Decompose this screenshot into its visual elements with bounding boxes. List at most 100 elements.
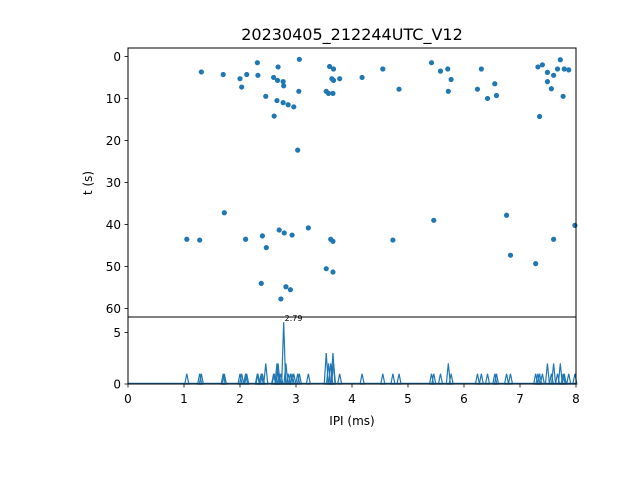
scatter-point xyxy=(280,79,286,85)
scatter-point xyxy=(295,147,301,153)
y-axis-label: t (s) xyxy=(81,171,95,195)
histogram-spike xyxy=(539,373,546,385)
scatter-point xyxy=(390,237,396,243)
scatter-point xyxy=(327,63,333,70)
x-tick-label: 7 xyxy=(516,392,524,406)
scatter-point xyxy=(220,71,226,78)
histogram-spike xyxy=(478,373,485,385)
scatter-point xyxy=(276,227,282,233)
scatter-point xyxy=(263,93,269,99)
scatter-point xyxy=(289,232,295,238)
scatter-point xyxy=(560,93,566,99)
histogram-spike xyxy=(507,373,514,385)
y-tick-label: 20 xyxy=(106,134,121,148)
scatter-point xyxy=(239,84,245,90)
scatter-point xyxy=(478,66,484,72)
scatter-point xyxy=(330,269,336,275)
scatter-point xyxy=(291,104,297,110)
x-tick-label: 0 xyxy=(124,392,132,406)
scatter-point xyxy=(448,76,454,83)
scatter-point xyxy=(323,266,329,272)
y-axis-ticks: 0 10 20 30 40 50 60 xyxy=(106,50,128,316)
y-tick-label: 30 xyxy=(106,176,121,190)
x-tick-label: 6 xyxy=(460,392,468,406)
histogram-axis-ticks: 0 1 2 3 4 5 6 7 8 0 5 xyxy=(113,326,579,406)
scatter-point xyxy=(493,92,500,99)
histogram-spike xyxy=(474,373,481,385)
x-tick-label: 4 xyxy=(348,392,356,406)
y-tick-label: 0 xyxy=(113,50,121,64)
scatter-point xyxy=(278,296,284,302)
scatter-point xyxy=(271,113,277,119)
scatter-point xyxy=(330,66,337,72)
scatter-point xyxy=(281,230,287,236)
scatter-point xyxy=(533,261,539,267)
scatter-point xyxy=(537,113,543,120)
x-tick-label: 5 xyxy=(404,392,412,406)
scatter-point xyxy=(548,86,554,92)
scatter-point xyxy=(330,77,337,83)
peak-annotation: 2.79 xyxy=(285,314,303,323)
scatter-point xyxy=(557,57,563,63)
histogram-spike xyxy=(503,373,510,385)
chart-title: 20230405_212244UTC_V12 xyxy=(241,25,463,45)
scatter-point xyxy=(281,83,287,89)
x-tick-label: 1 xyxy=(180,392,188,406)
scatter-point xyxy=(544,69,551,75)
x-tick-label: 2 xyxy=(236,392,244,406)
y-tick-label: 0 xyxy=(113,378,121,392)
scatter-point xyxy=(237,76,243,82)
scatter-point xyxy=(474,86,481,92)
scatter-point xyxy=(380,66,386,72)
scatter-point xyxy=(285,102,291,108)
scatter-points xyxy=(184,56,578,302)
scatter-point xyxy=(566,67,572,73)
scatter-point xyxy=(296,56,302,62)
y-tick-label: 50 xyxy=(106,260,121,274)
scatter-point xyxy=(197,237,203,243)
scatter-point xyxy=(445,66,451,72)
x-axis-label: IPI (ms) xyxy=(329,414,374,428)
y-tick-label: 40 xyxy=(106,218,121,232)
histogram-spike xyxy=(305,373,312,385)
scatter-point xyxy=(255,72,261,78)
scatter-point xyxy=(507,252,514,258)
x-tick-label: 3 xyxy=(292,392,300,406)
histogram-spike xyxy=(184,373,190,385)
histogram-spikes xyxy=(128,322,578,385)
scatter-point xyxy=(287,287,293,293)
histogram-spike xyxy=(437,373,444,385)
scatter-point xyxy=(503,212,510,218)
histogram-spike xyxy=(359,373,365,385)
scatter-point xyxy=(445,88,451,94)
scatter-point xyxy=(437,68,444,74)
scatter-point xyxy=(330,90,336,96)
scatter-point xyxy=(554,66,561,72)
scatter-point xyxy=(198,69,204,75)
scatter-point xyxy=(561,66,567,72)
scatter-point xyxy=(305,225,311,231)
histogram-spike xyxy=(390,373,396,385)
scatter-point xyxy=(280,100,286,106)
scatter-point xyxy=(428,60,435,66)
y-tick-label: 60 xyxy=(106,302,121,316)
scatter-point xyxy=(254,60,260,66)
scatter-point xyxy=(431,217,437,223)
histogram-spike xyxy=(484,373,491,385)
scatter-point xyxy=(221,210,227,216)
scatter-point xyxy=(396,86,402,92)
scatter-point xyxy=(337,76,343,82)
scatter-point xyxy=(243,236,249,242)
x-tick-label: 8 xyxy=(572,392,580,406)
histogram-spike xyxy=(380,373,386,385)
scatter-point xyxy=(184,236,190,242)
scatter-point xyxy=(244,71,250,78)
histogram-frame xyxy=(127,316,577,385)
histogram-spike xyxy=(336,373,343,385)
scatter-point xyxy=(274,97,280,104)
scatter-point xyxy=(492,81,498,87)
scatter-point xyxy=(274,77,281,83)
scatter-point xyxy=(259,233,265,239)
scatter-point xyxy=(535,64,541,70)
